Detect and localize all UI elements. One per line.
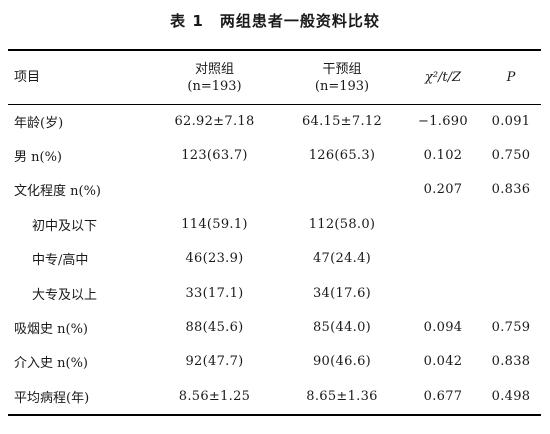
table-row: 大专及以上 33(17.1) 34(17.6) [8,276,541,310]
row-p-value [481,207,541,241]
row-intervention-value: 126(65.3) [308,148,376,164]
row-intervention-value: 112(58.0) [308,216,376,232]
row-item-label: 平均病程(年) [14,390,90,406]
row-stat-value: 0.102 [423,148,463,164]
row-p-value: 0.838 [491,354,531,370]
row-control-value: 92(47.7) [185,354,244,370]
comparison-table: 项目 对照组 (n=193) 干预组 (n=193) χ²/t/Z P 年龄(岁… [8,51,541,414]
row-item-label: 吸烟史 n(%) [14,322,89,338]
row-control-value: 114(59.1) [181,216,248,232]
row-p-value: 0.498 [491,388,531,404]
header-rule [8,104,541,105]
table-row: 中专/高中 46(23.9) 47(24.4) [8,242,541,276]
row-p-value [481,242,541,276]
row-p-value [481,276,541,310]
table-caption: 表 1 两组患者一般资料比较 [170,12,380,30]
row-intervention-value: 85(44.0) [312,320,372,336]
row-intervention-value: 47(24.4) [312,251,372,267]
row-control-value: 8.56±1.25 [178,388,251,404]
row-stat-value: 0.677 [423,388,463,404]
row-intervention-value: 34(17.6) [312,285,372,301]
header-control-n: (n=193) [187,78,242,94]
row-item-label: 文化程度 n(%) [14,184,102,200]
row-intervention-value: 8.65±1.36 [306,388,378,404]
table-row: 文化程度 n(%) 0.207 0.836 [8,173,541,207]
bottom-rule [8,414,541,416]
row-stat-value: 0.094 [423,320,463,336]
header-row: 项目 对照组 (n=193) 干预组 (n=193) χ²/t/Z P [8,51,541,104]
table-row: 平均病程(年) 8.56±1.25 8.65±1.36 0.677 0.498 [8,379,541,413]
row-stat-value: 0.042 [423,354,463,370]
row-item-label: 中专/高中 [32,253,89,269]
row-stat-value [405,276,481,310]
row-item-label: 年龄(岁) [14,115,64,131]
table-row: 男 n(%) 123(63.7) 126(65.3) 0.102 0.750 [8,138,541,172]
header-control: 对照组 (n=193) [150,51,279,104]
row-control-value: 46(23.9) [185,251,244,267]
header-p: P [506,70,516,85]
row-stat-value: −1.690 [418,113,468,129]
header-item: 项目 [14,70,41,85]
top-rule [8,49,541,51]
row-intervention-value [279,173,405,207]
row-p-value: 0.759 [491,320,531,336]
table-row: 吸烟史 n(%) 88(45.6) 85(44.0) 0.094 0.759 [8,310,541,344]
row-control-value: 123(63.7) [181,148,248,164]
row-p-value: 0.750 [491,148,531,164]
table-row: 介入史 n(%) 92(47.7) 90(46.6) 0.042 0.838 [8,345,541,379]
row-stat-value [405,242,481,276]
row-p-value: 0.091 [491,113,531,129]
header-intervention: 干预组 (n=193) [279,51,405,104]
row-item-label: 大专及以上 [32,287,98,303]
row-item-label: 男 n(%) [14,150,63,166]
row-control-value: 33(17.1) [185,285,244,301]
header-intervention-n: (n=193) [314,78,370,94]
row-stat-value [405,207,481,241]
row-item-label: 介入史 n(%) [14,356,89,372]
row-item-label: 初中及以下 [32,218,98,234]
row-stat-value: 0.207 [423,182,463,198]
header-control-name: 对照组 [194,61,234,77]
header-intervention-name: 干预组 [322,61,362,77]
table-row: 初中及以下 114(59.1) 112(58.0) [8,207,541,241]
row-control-value [150,173,279,207]
row-intervention-value: 64.15±7.12 [301,113,383,129]
row-control-value: 62.92±7.18 [174,113,255,129]
table-row: 年龄(岁) 62.92±7.18 64.15±7.12 −1.690 0.091 [8,104,541,138]
header-stat: χ²/t/Z [424,70,462,85]
row-p-value: 0.836 [491,182,531,198]
row-intervention-value: 90(46.6) [312,354,372,370]
row-control-value: 88(45.6) [185,320,244,336]
